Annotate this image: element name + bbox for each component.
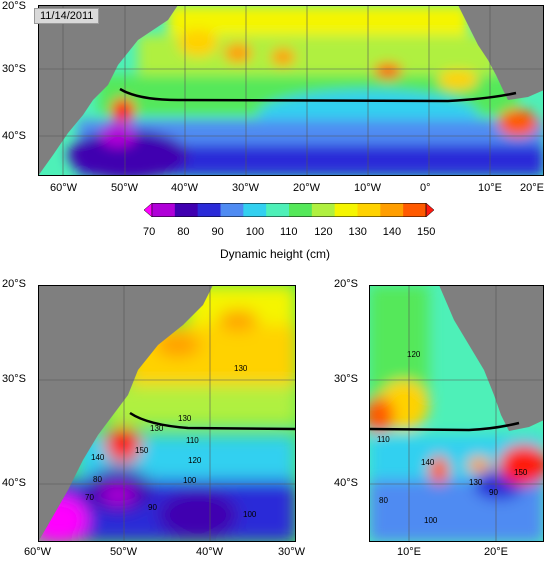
bl-subtropical-front-line [129,411,296,431]
bl-lat-label-40s: 40°S [2,477,26,489]
top-map-panel [38,5,544,176]
top-lon-label-60w: 60°W [50,182,78,194]
br-contour-label-140: 140 [421,458,435,467]
colorbar-high-triangle [425,203,434,217]
br-lat-label-20s: 20°S [334,278,358,290]
br-subtropical-front-line [369,421,520,432]
br-lat-label-40s: 40°S [334,477,358,489]
bl-contour-label-130a: 130 [234,364,248,373]
br-contour-label-80: 80 [379,496,388,505]
br-lat-label-30s: 30°S [334,373,358,385]
br-contour-label-120: 120 [407,350,421,359]
africa-land [458,5,544,100]
br-contour-label-90: 90 [489,488,498,497]
colorbar-title: Dynamic height (cm) [219,247,331,261]
colorbar-segment [174,203,199,217]
colorbar-tick-label: 70 [143,226,156,238]
bl-lon-label-60w: 60°W [24,546,52,558]
top-lon-label-0: 0° [420,182,431,194]
colorbar-segment [357,203,381,217]
bl-lon-label-40w: 40°W [196,546,224,558]
top-lat-label-40s: 40°S [2,130,26,142]
colorbar-segment [311,203,336,217]
br-contour-label-100: 100 [424,516,438,525]
top-lon-label-50w: 50°W [111,182,139,194]
bottom-right-map-panel: 80 90 100 110 120 130 140 150 [369,285,544,542]
br-contour-label-150: 150 [514,468,528,477]
bl-contour-label-150: 150 [135,446,149,455]
colorbar [144,203,434,217]
colorbar-tick-label: 90 [211,226,224,238]
colorbar-segment [220,203,244,217]
top-lat-label-30s: 30°S [2,63,26,75]
colorbar-tick-label: 120 [314,226,333,238]
top-lon-label-10e: 10°E [478,182,502,194]
br-lon-label-10e: 10°E [397,546,421,558]
br-contour-label-130: 130 [469,478,483,487]
colorbar-tick-label: 110 [280,226,298,238]
colorbar-tick-label: 80 [177,226,190,238]
top-lat-label-20s: 20°S [2,0,26,12]
bl-lat-label-20s: 20°S [2,278,26,290]
bl-contour-label-120: 120 [188,456,202,465]
br-lon-label-20e: 20°E [484,546,508,558]
colorbar-segment [266,203,290,217]
colorbar-segment [380,203,404,217]
bl-lon-label-50w: 50°W [110,546,138,558]
top-lon-label-30w: 30°W [232,182,260,194]
subtropical-front-line [119,87,517,103]
bl-contour-label-130c: 130 [150,424,164,433]
colorbar-tick-label: 140 [382,226,402,238]
bottom-left-map-panel: 70 80 90 100 100 110 120 130 130 130 140… [38,285,296,542]
colorbar-segment [243,203,267,217]
colorbar-tick-label: 130 [348,226,367,238]
bl-south-america-land [38,285,213,542]
bl-contour-label-140: 140 [91,453,105,462]
colorbar-tick-label: 150 [417,226,436,238]
bl-contour-label-110: 110 [186,436,199,445]
top-lon-label-20e: 20°E [520,182,544,194]
bl-contour-label-130b: 130 [178,414,192,423]
top-lon-label-20w: 20°W [293,182,321,194]
br-graticule [369,285,544,542]
colorbar-tick-label: 100 [245,226,265,238]
colorbar-segment [152,203,176,217]
colorbar-segment [197,203,221,217]
colorbar-segment [403,203,427,217]
bl-lon-label-30w: 30°W [278,546,306,558]
south-america-land [38,5,178,176]
bl-lat-label-30s: 30°S [2,373,26,385]
br-africa-land [439,285,544,431]
colorbar-low-triangle [144,203,153,217]
colorbar-segment [334,203,358,217]
date-label: 11/14/2011 [34,8,100,24]
br-contour-label-110: 110 [377,435,390,444]
top-lon-label-10w: 10°W [354,182,382,194]
bl-contour-label-100a: 100 [183,476,197,485]
graticule [38,5,544,176]
bl-contour-label-90: 90 [148,503,157,512]
bl-contour-label-100b: 100 [243,510,257,519]
bl-contour-label-70: 70 [85,493,94,502]
bl-graticule [38,285,296,542]
top-lon-label-40w: 40°W [171,182,199,194]
bl-contour-label-80: 80 [93,475,102,484]
colorbar-segment [289,203,313,217]
